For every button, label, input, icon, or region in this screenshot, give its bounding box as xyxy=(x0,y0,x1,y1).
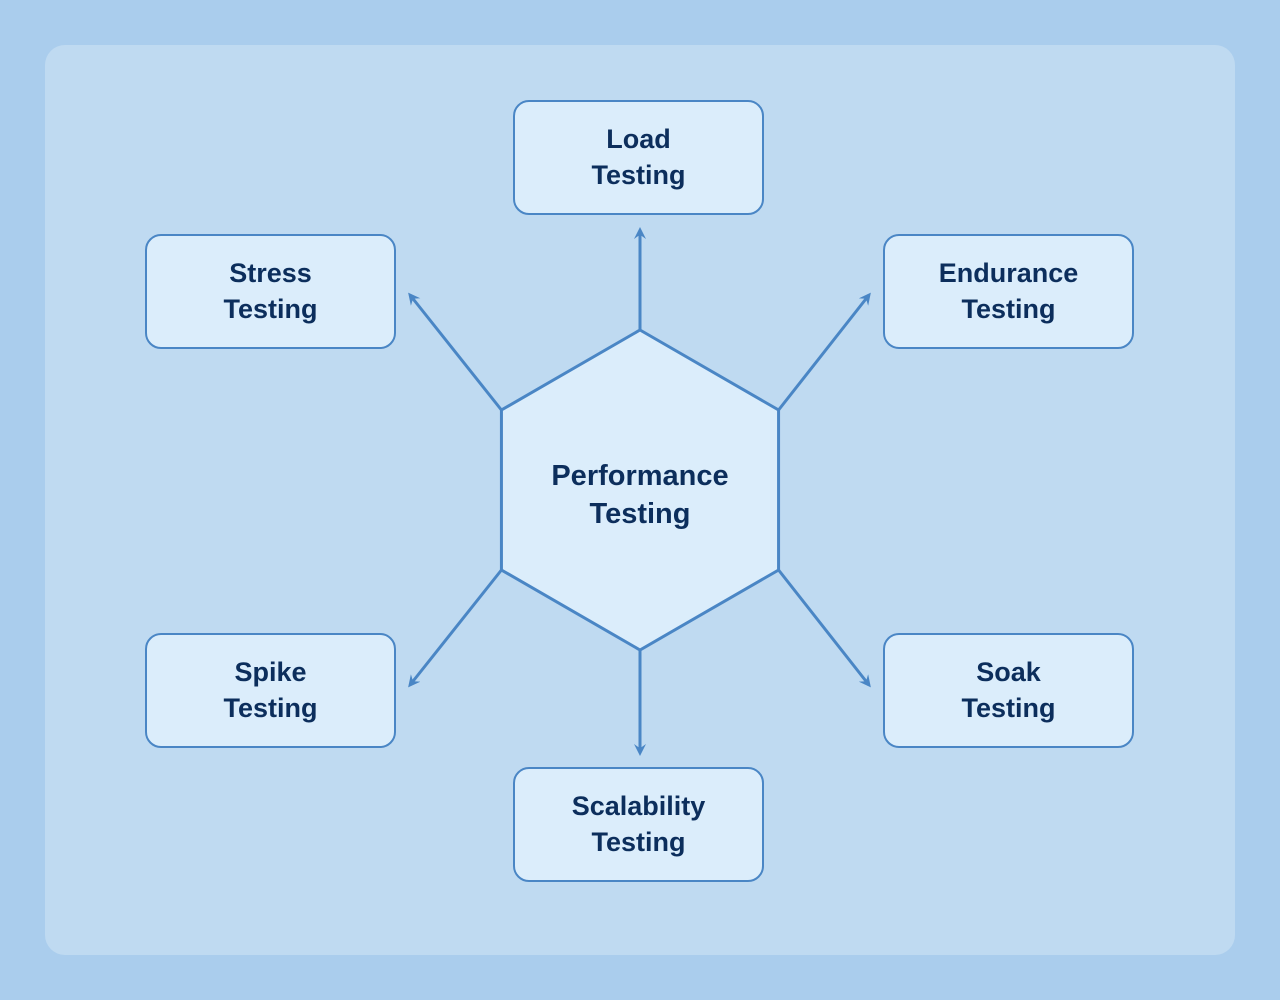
arrow-spike xyxy=(410,570,501,685)
diagram-outer: PerformanceTestingLoadTestingEnduranceTe… xyxy=(0,0,1280,1000)
node-scalability: ScalabilityTesting xyxy=(513,767,764,882)
node-soak: SoakTesting xyxy=(883,633,1134,748)
arrow-soak xyxy=(779,570,869,685)
node-load-line2: Testing xyxy=(592,158,686,193)
node-spike-line1: Spike xyxy=(224,655,318,690)
center-label: PerformanceTesting xyxy=(550,458,730,533)
node-spike-line2: Testing xyxy=(224,691,318,726)
diagram-inner: PerformanceTestingLoadTestingEnduranceTe… xyxy=(45,45,1235,955)
center-label-line1: Performance xyxy=(550,458,730,496)
node-soak-line1: Soak xyxy=(962,655,1056,690)
node-scalability-line1: Scalability xyxy=(572,789,706,824)
node-scalability-line2: Testing xyxy=(572,825,706,860)
arrow-endurance xyxy=(779,295,869,410)
node-endurance: EnduranceTesting xyxy=(883,234,1134,349)
center-label-line2: Testing xyxy=(550,496,730,534)
node-endurance-line1: Endurance xyxy=(939,256,1079,291)
node-spike: SpikeTesting xyxy=(145,633,396,748)
node-stress: StressTesting xyxy=(145,234,396,349)
arrow-stress xyxy=(410,295,501,410)
node-soak-line2: Testing xyxy=(962,691,1056,726)
node-load: LoadTesting xyxy=(513,100,764,215)
node-stress-line2: Testing xyxy=(224,292,318,327)
node-endurance-line2: Testing xyxy=(939,292,1079,327)
node-stress-line1: Stress xyxy=(224,256,318,291)
node-load-line1: Load xyxy=(592,122,686,157)
